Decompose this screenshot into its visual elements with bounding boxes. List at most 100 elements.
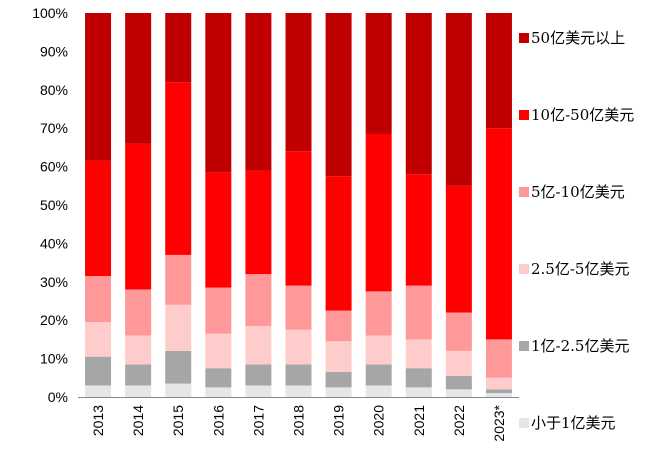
bars [85,13,512,397]
bar-segment-2022-series-0 [445,389,472,397]
bar-segment-2023-series-2 [485,377,512,390]
bar-segment-2022-series-3 [445,312,472,351]
bar-segment-2013-series-5 [85,13,112,161]
bar-segment-2017-series-4 [245,170,272,275]
bar-segment-2022-series-1 [445,375,472,390]
x-tick-label: 2018 [291,405,307,436]
bar-segment-2015-series-2 [165,304,192,351]
bar-segment-2015-series-3 [165,254,192,305]
bar-segment-2021-series-0 [405,387,432,397]
bar-segment-2023-series-4 [485,128,512,340]
y-tick-label: 80% [40,82,68,98]
x-tick-label: 2021 [411,405,427,436]
bar-segment-2019-series-1 [325,372,352,388]
bar-segment-2016-series-0 [205,387,232,397]
bar-segment-2014-series-5 [125,13,152,144]
bar-segment-2016-series-3 [205,287,232,334]
x-tick-label: 2014 [130,405,146,436]
bar-segment-2022-series-4 [445,185,472,313]
bar-segment-2014-series-0 [125,385,152,397]
bar-segment-2021-series-4 [405,174,432,286]
bar-segment-2014-series-1 [125,364,152,386]
x-tick-label: 2023* [491,404,507,441]
y-tick-label: 10% [40,351,68,367]
bar-segment-2017-series-5 [245,13,272,171]
x-tick-label: 2022 [451,405,467,436]
bar-segment-2013-series-0 [85,385,112,397]
bar-segment-2016-series-1 [205,368,232,388]
bar-segment-2014-series-4 [125,143,152,290]
legend-swatch [519,187,529,197]
legend-swatch [519,110,529,120]
legend-swatch [519,33,529,43]
y-tick-label: 0% [48,389,68,405]
y-tick-label: 40% [40,235,68,251]
bar-segment-2023-series-5 [485,13,512,129]
legend-swatch [519,341,529,351]
bar-segment-2019-series-3 [325,310,352,342]
y-tick-label: 70% [40,120,68,136]
bar-segment-2017-series-1 [245,364,272,386]
bar-segment-2019-series-4 [325,176,352,311]
x-tick-label: 2020 [371,405,387,436]
bar-segment-2013-series-4 [85,160,112,277]
bar-segment-2020-series-2 [365,335,392,365]
legend-label: 10亿-50亿美元 [531,106,634,124]
y-tick-label: 20% [40,312,68,328]
bar-segment-2018-series-1 [285,364,312,386]
bar-segment-2019-series-5 [325,13,352,177]
bar-segment-2020-series-3 [365,291,392,336]
x-tick-label: 2016 [210,405,226,436]
bar-segment-2016-series-4 [205,172,232,288]
bar-segment-2015-series-4 [165,82,192,255]
bar-segment-2018-series-5 [285,13,312,152]
bar-segment-2018-series-3 [285,285,312,330]
bar-segment-2017-series-0 [245,385,272,397]
legend-label: 1亿-2.5亿美元 [531,337,629,355]
bar-segment-2014-series-2 [125,335,152,365]
legend-label: 5亿-10亿美元 [531,183,625,201]
bar-segment-2023-series-0 [485,393,512,397]
bar-segment-2022-series-5 [445,13,472,186]
x-tick-label: 2015 [170,405,186,436]
legend-swatch [519,264,529,274]
axes: 0% 10% 20% 30% 40% 50% 60% 70% 80% 90% 100% 2013 201… [32,5,519,442]
bar-segment-2013-series-3 [85,276,112,323]
x-tick-label: 2019 [331,405,347,436]
bar-segment-2016-series-2 [205,333,232,369]
y-tick-label: 50% [40,197,68,213]
legend-swatch [519,418,529,428]
bar-segment-2017-series-2 [245,325,272,365]
legend-label: 50亿美元以上 [531,29,625,47]
y-tick-label: 30% [40,274,68,290]
bar-segment-2013-series-1 [85,356,112,386]
bar-segment-2021-series-1 [405,368,432,388]
bar-segment-2022-series-2 [445,350,472,376]
y-tick-label: 100% [32,5,68,21]
bar-segment-2015-series-5 [165,13,192,83]
bar-segment-2021-series-5 [405,13,432,175]
bar-segment-2016-series-5 [205,13,232,173]
bar-segment-2020-series-1 [365,364,392,386]
bar-segment-2020-series-5 [365,13,392,134]
y-tick-label: 60% [40,159,68,175]
bar-segment-2014-series-3 [125,289,152,336]
bar-segment-2021-series-2 [405,339,432,369]
bar-segment-2019-series-2 [325,341,352,373]
bar-segment-2018-series-2 [285,329,312,365]
bar-segment-2019-series-0 [325,387,352,397]
legend: 50亿美元以上 10亿-50亿美元 5亿-10亿美元 2.5亿-5亿美元 1亿-2.5亿… [519,29,634,432]
bar-segment-2013-series-2 [85,322,112,357]
x-tick-label: 2017 [250,405,266,436]
bar-segment-2023-series-3 [485,339,512,378]
bar-segment-2015-series-1 [165,350,192,384]
legend-label: 2.5亿-5亿美元 [531,260,629,278]
bar-segment-2015-series-0 [165,383,192,397]
bar-segment-2017-series-3 [245,274,272,326]
bar-segment-2021-series-3 [405,285,432,340]
legend-label: 小于1亿美元 [531,414,616,432]
bar-segment-2023-series-1 [485,389,512,394]
bar-segment-2018-series-4 [285,151,312,286]
bar-segment-2020-series-0 [365,385,392,397]
